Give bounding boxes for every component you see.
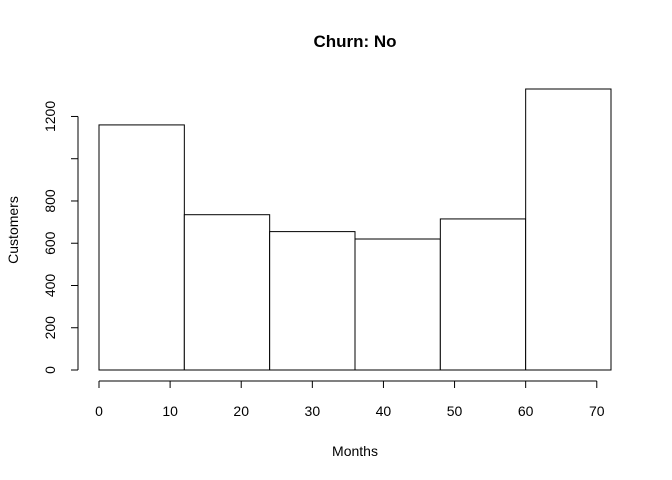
x-tick-label-0: 0 xyxy=(95,403,103,419)
bars-group xyxy=(98,88,612,371)
x-tick-label-6: 60 xyxy=(518,403,534,419)
x-axis-label: Months xyxy=(332,443,378,459)
y-tick-label-6: 1200 xyxy=(42,101,58,132)
bar-3 xyxy=(354,238,441,371)
x-axis: 0 10 20 30 40 50 60 70 xyxy=(95,380,605,419)
chart-title: Churn: No xyxy=(313,32,396,51)
x-tick-label-7: 70 xyxy=(589,403,605,419)
y-tick-label-4: 800 xyxy=(42,189,58,213)
y-tick-label-0: 0 xyxy=(42,366,58,374)
y-tick-label-1: 200 xyxy=(42,316,58,340)
x-tick-label-1: 10 xyxy=(162,403,178,419)
bar-4 xyxy=(439,218,527,371)
y-tick-label-2: 400 xyxy=(42,274,58,298)
y-axis-label: Customers xyxy=(5,196,21,264)
y-axis: 0 200 400 600 800 1200 xyxy=(42,101,79,374)
x-tick-label-4: 40 xyxy=(376,403,392,419)
x-tick-label-3: 30 xyxy=(305,403,321,419)
y-tick-label-3: 600 xyxy=(42,231,58,255)
x-tick-label-5: 50 xyxy=(447,403,463,419)
x-tick-label-2: 20 xyxy=(233,403,249,419)
bar-0 xyxy=(98,124,185,371)
bar-1 xyxy=(183,214,271,371)
bar-5 xyxy=(525,88,612,371)
bar-2 xyxy=(269,231,356,371)
